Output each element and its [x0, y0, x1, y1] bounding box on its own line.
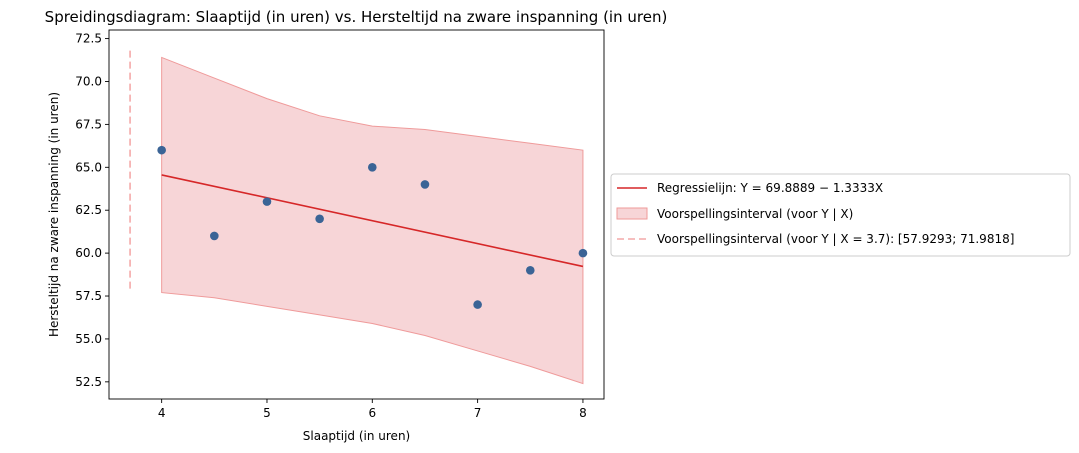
data-point	[473, 300, 482, 309]
legend-band-label: Voorspellingsinterval (voor Y | X)	[657, 207, 853, 221]
y-tick-label: 65.0	[75, 160, 102, 174]
data-point	[578, 248, 588, 258]
y-tick-label: 60.0	[75, 246, 102, 260]
plot-frame	[108, 29, 605, 400]
y-tick-label: 67.5	[75, 117, 102, 131]
x-tick-label: 7	[474, 406, 482, 420]
y-tick-label: 72.5	[75, 32, 102, 46]
plot-area	[108, 29, 605, 400]
data-point	[420, 180, 430, 189]
y-tick-label: 55.0	[75, 332, 102, 346]
x-tick-label: 6	[368, 406, 376, 420]
x-axis: 4 5 6 7 8	[158, 399, 587, 420]
legend-band-swatch	[616, 207, 648, 220]
y-axis-label: Hersteltijd na zware inspanning (in uren…	[47, 92, 61, 337]
legend-regression-label: Regressielijn: Y = 69.8889 − 1.3333X	[657, 181, 883, 195]
y-tick-label: 70.0	[75, 74, 102, 88]
y-tick-label: 57.5	[75, 289, 102, 303]
data-point	[367, 163, 377, 172]
data-points	[157, 145, 588, 309]
data-point	[210, 231, 219, 241]
legend: Regressielijn: Y = 69.8889 − 1.3333X Voo…	[610, 173, 1071, 257]
x-tick-label: 4	[158, 406, 166, 420]
regression-line	[161, 174, 584, 268]
y-axis: 52.5 55.0 57.5 60.0 62.5 65.0 67.5 70.0 72.5	[75, 32, 109, 389]
x-axis-label: Slaaptijd (in uren)	[303, 429, 410, 443]
x-tick-label: 8	[579, 406, 587, 420]
data-point	[262, 197, 272, 206]
y-tick-label: 52.5	[75, 375, 102, 389]
legend-box	[610, 173, 1071, 257]
legend-interval-label: Voorspellingsinterval (voor Y | X = 3.7)…	[657, 232, 1014, 246]
x-tick-label: 5	[263, 406, 271, 420]
data-point	[157, 145, 166, 155]
data-point	[315, 214, 324, 224]
data-point	[525, 265, 535, 275]
chart-title: Spreidingsdiagram: Slaaptijd (in uren) v…	[45, 8, 668, 26]
y-tick-label: 62.5	[75, 203, 102, 217]
